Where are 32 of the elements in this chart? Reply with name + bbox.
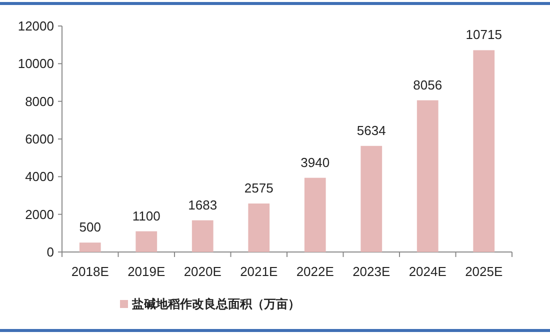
data-label: 1683 [188,197,218,212]
data-label: 3940 [300,154,330,170]
x-tick-label: 2020E [184,264,222,279]
data-label: 5634 [356,122,386,138]
x-tick-label: 2018E [71,264,110,279]
y-tick-label: 0 [46,244,54,260]
data-label: 2575 [244,180,274,196]
bar [192,220,214,252]
y-tick-label: 10000 [18,56,54,72]
data-label: 1100 [132,208,160,224]
bar [136,231,158,252]
x-tick-label: 2024E [408,264,447,279]
y-tick-label: 2000 [25,206,54,222]
y-tick-label: 4000 [25,169,54,184]
data-label: 500 [79,220,101,235]
y-tick-label: 12000 [18,18,54,34]
y-tick-label: 6000 [25,132,54,146]
x-tick-label: 2025E [465,264,503,279]
bar [360,146,382,252]
x-tick-label: 2023E [352,264,390,279]
x-tick-label: 2022E [296,264,334,279]
data-label: 10715 [466,27,502,42]
bar [79,242,101,252]
bar [304,178,326,252]
bar [248,204,270,252]
y-tick-label: 8000 [25,94,54,109]
x-tick-label: 2019E [128,264,166,279]
bar [473,50,495,252]
x-tick-label: 2021E [240,264,278,279]
data-label: 8056 [413,77,442,92]
legend-label: 盐碱地稻作改良总面积（万亩） [131,297,300,311]
bar [416,100,438,252]
